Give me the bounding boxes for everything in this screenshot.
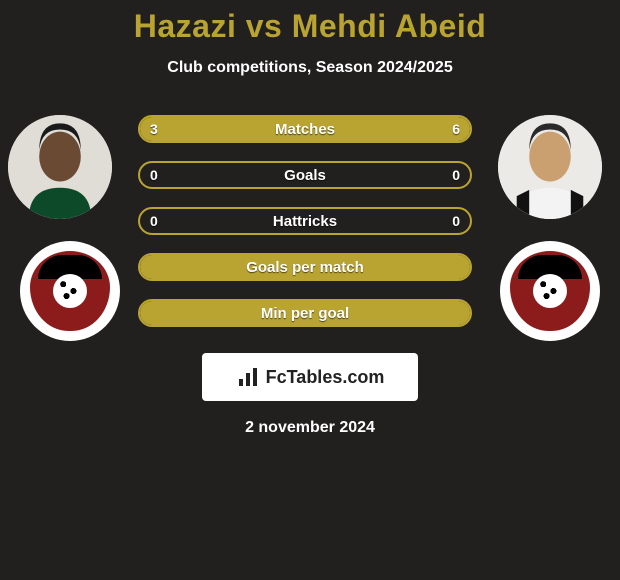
stat-value-right: 6 [452,121,460,137]
comparison-content: 3 6 Matches 0 0 Goals 0 0 Hattricks Goals per mat… [0,115,620,345]
stat-value-right: 0 [452,167,460,183]
bar-chart-icon [236,365,260,389]
page-title: Hazazi vs Mehdi Abeid [0,0,620,45]
brand-text: FcTables.com [266,367,385,388]
person-icon [498,115,602,219]
stat-value-left: 0 [150,213,158,229]
player-right-avatar [498,115,602,219]
brand-badge[interactable]: FcTables.com [202,353,418,401]
stat-label: Goals per match [246,259,364,276]
stat-bars: 3 6 Matches 0 0 Goals 0 0 Hattricks Goals per mat… [138,115,472,345]
stat-row: Min per goal [138,299,472,327]
stat-label: Goals [284,167,326,184]
stat-row: 3 6 Matches [138,115,472,143]
stat-row: Goals per match [138,253,472,281]
shield-icon [510,251,590,331]
player-left-avatar [8,115,112,219]
club-left-logo [20,241,120,341]
stat-label: Min per goal [261,305,349,322]
stat-value-left: 3 [150,121,158,137]
person-icon [8,115,112,219]
stat-row: 0 0 Goals [138,161,472,189]
club-right-logo [500,241,600,341]
stat-value-left: 0 [150,167,158,183]
stat-value-right: 0 [452,213,460,229]
stat-label: Matches [275,121,335,138]
shield-icon [30,251,110,331]
stat-row: 0 0 Hattricks [138,207,472,235]
page-subtitle: Club competitions, Season 2024/2025 [0,59,620,77]
stat-label: Hattricks [273,213,337,230]
date-text: 2 november 2024 [0,419,620,437]
